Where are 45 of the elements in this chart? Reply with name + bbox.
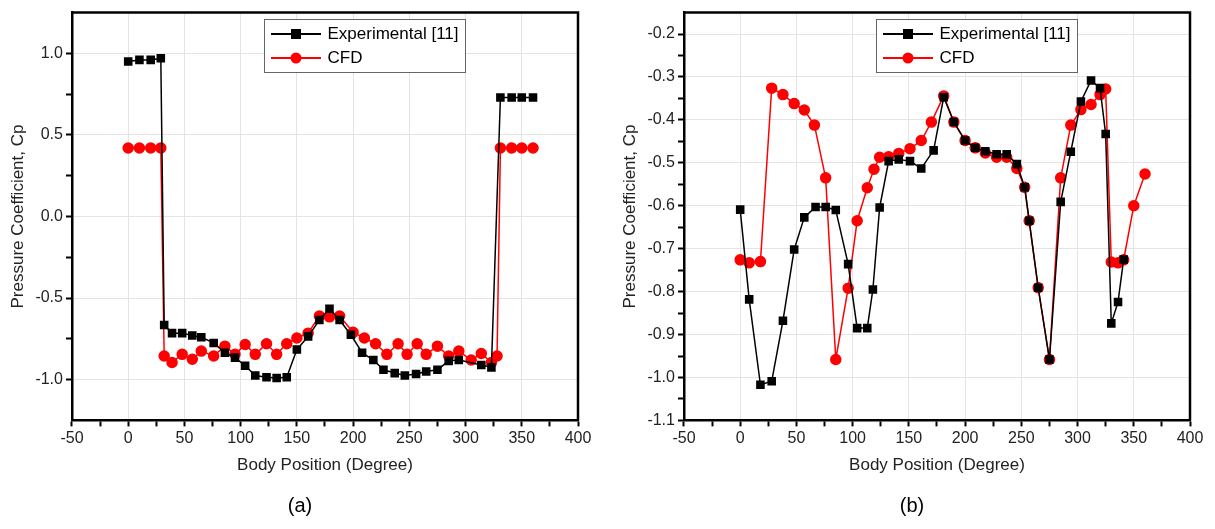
- x-tick-label: 300: [1064, 429, 1091, 447]
- x-tick-label: -50: [672, 429, 696, 447]
- y-tick-label: -0.5: [647, 153, 676, 171]
- y-tick-label: -1.0: [647, 367, 676, 385]
- y-tick-label: -0.4: [647, 110, 676, 128]
- y-tick-label: -1.1: [647, 410, 676, 428]
- x-tick-label: 200: [951, 429, 979, 447]
- x-tick-label: 100: [839, 429, 867, 447]
- y-tick-label: 1.0: [40, 43, 64, 61]
- y-tick-label: -0.2: [647, 24, 676, 42]
- y-axis-title: Pressure Coefficient, Cp: [619, 124, 639, 309]
- x-tick-label: 400: [1176, 429, 1204, 447]
- y-tick-label: -0.9: [647, 324, 676, 342]
- x-tick-label: 250: [1007, 429, 1035, 447]
- x-tick-label: 150: [895, 429, 923, 447]
- x-tick-label: 200: [339, 429, 367, 447]
- x-tick-label: 300: [452, 429, 479, 447]
- legend-label: CFD: [939, 47, 975, 68]
- y-tick-label: -1.0: [35, 370, 64, 388]
- x-tick-label: 350: [508, 429, 536, 447]
- x-tick-label: -50: [60, 429, 84, 447]
- y-tick-label: 0.5: [40, 125, 64, 143]
- x-tick-label: 350: [1120, 429, 1148, 447]
- y-tick-label: -0.8: [647, 282, 676, 300]
- x-tick-label: 100: [227, 429, 255, 447]
- x-tick-label: 250: [395, 429, 423, 447]
- x-axis-title: Body Position (Degree): [849, 455, 1025, 475]
- legend-label: Experimental [11]: [327, 23, 459, 44]
- x-tick-label: 150: [283, 429, 311, 447]
- text: (b): [898, 494, 926, 517]
- x-axis-title: Body Position (Degree): [237, 455, 413, 475]
- x-tick-label: 50: [175, 429, 194, 447]
- y-axis-title: Pressure Coefficient, Cp: [7, 124, 27, 309]
- y-tick-label: -0.5: [35, 288, 64, 306]
- x-tick-label: 50: [787, 429, 806, 447]
- y-tick-label: -0.3: [647, 67, 676, 85]
- legend-label: CFD: [327, 47, 363, 68]
- y-tick-label: -0.7: [647, 239, 676, 257]
- x-tick-label: 0: [123, 429, 133, 447]
- legend-label: Experimental [11]: [939, 23, 1071, 44]
- text: (a): [286, 494, 314, 517]
- y-tick-label: 0.0: [40, 206, 64, 224]
- y-tick-label: -0.6: [647, 196, 676, 214]
- x-tick-label: 400: [564, 429, 592, 447]
- x-tick-label: 0: [735, 429, 745, 447]
